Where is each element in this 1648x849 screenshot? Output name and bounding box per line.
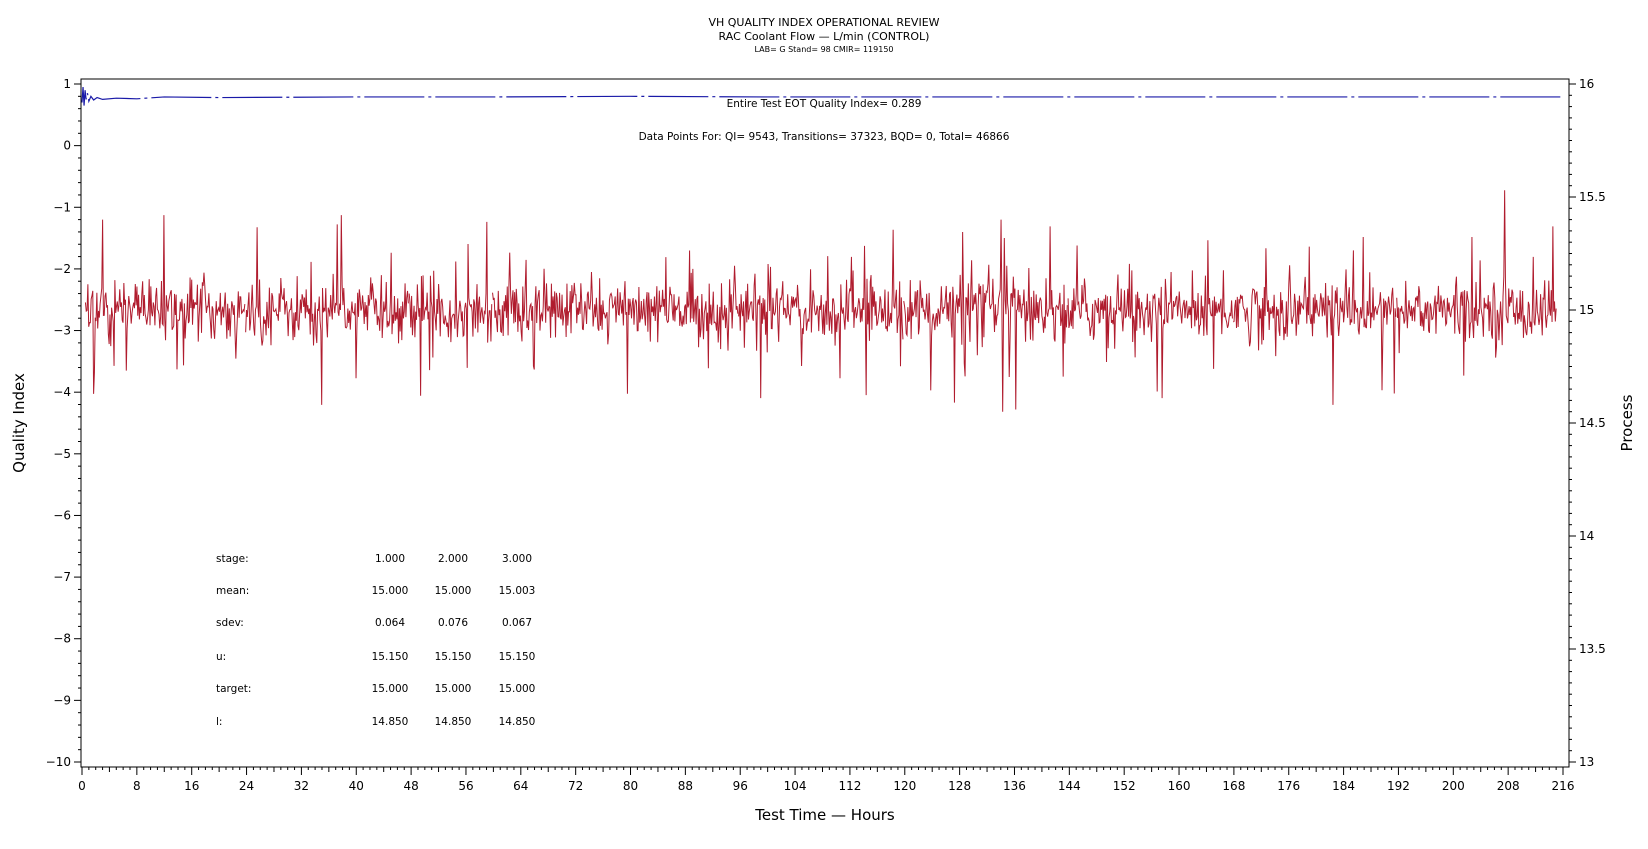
- process-trace: [1232, 237, 1397, 405]
- x-tick-label: 160: [1168, 779, 1191, 793]
- stats-row-label: stage:: [216, 553, 249, 565]
- chart-title: VH QUALITY INDEX OPERATIONAL REVIEW: [708, 16, 939, 29]
- x-tick-label: 32: [294, 779, 309, 793]
- chart-subtitle: RAC Coolant Flow — L/min (CONTROL): [719, 30, 930, 43]
- y-right-tick-label: 15.5: [1579, 190, 1606, 204]
- x-tick-label: 184: [1332, 779, 1355, 793]
- x-tick-label: 72: [568, 779, 583, 793]
- x-tick-label: 176: [1277, 779, 1300, 793]
- chart-subtitle-lab: LAB= G Stand= 98 CMIR= 119150: [754, 45, 893, 54]
- y-right-tick-label: 14.5: [1579, 416, 1606, 430]
- x-tick-label: 192: [1387, 779, 1410, 793]
- stats-cell: 14.850: [372, 716, 409, 728]
- y-left-tick-label: −8: [53, 632, 71, 646]
- y-left-tick-label: −2: [53, 262, 71, 276]
- x-tick-label: 112: [838, 779, 861, 793]
- x-tick-label: 120: [893, 779, 916, 793]
- y-left-tick-label: 0: [63, 139, 71, 153]
- x-tick-label: 200: [1442, 779, 1465, 793]
- y-axis-left-label: Quality Index: [10, 373, 28, 473]
- y-axis-left: 1 0 −1 −2 −3 −4 −5 −6 −7 −8 −9 −10: [46, 77, 81, 769]
- y-right-tick-label: 15: [1579, 303, 1594, 317]
- y-right-tick-label: 16: [1579, 77, 1594, 91]
- stats-cell: 14.850: [499, 716, 536, 728]
- stats-cell: 0.067: [502, 617, 532, 629]
- stats-cell: 1.000: [375, 553, 405, 565]
- stats-row-label: target:: [216, 683, 251, 695]
- stats-cell: 2.000: [438, 553, 468, 565]
- x-tick-label: 104: [784, 779, 807, 793]
- process-trace: [1396, 190, 1557, 376]
- stats-row-label: u:: [216, 651, 226, 663]
- y-left-tick-label: −5: [53, 447, 71, 461]
- x-tick-label: 208: [1497, 779, 1520, 793]
- y-left-tick-label: −3: [53, 324, 71, 338]
- x-tick-label: 144: [1058, 779, 1081, 793]
- y-left-tick-label: −4: [53, 385, 71, 399]
- stats-cell: 15.000: [435, 683, 472, 695]
- stats-cell: 15.000: [372, 683, 409, 695]
- process-trace: [408, 221, 493, 396]
- stats-cell: 15.150: [499, 651, 536, 663]
- stats-row-label: sdev:: [216, 617, 244, 629]
- process-trace: [1067, 240, 1233, 399]
- stats-cell: 14.850: [435, 716, 472, 728]
- x-tick-label: 152: [1113, 779, 1136, 793]
- data-points-annotation: Data Points For: QI= 9543, Transitions= …: [639, 131, 1010, 143]
- y-left-tick-label: −6: [53, 508, 71, 522]
- y-right-tick-label: 14: [1579, 529, 1594, 543]
- eot-quality-index-annotation: Entire Test EOT Quality Index= 0.289: [727, 98, 922, 110]
- x-tick-label: 80: [623, 779, 638, 793]
- process-trace: [84, 215, 246, 394]
- x-tick-label: 128: [948, 779, 971, 793]
- x-tick-label: 56: [458, 779, 473, 793]
- process-trace: [903, 219, 1068, 412]
- x-tick-label: 88: [678, 779, 693, 793]
- x-tick-label: 168: [1222, 779, 1245, 793]
- stats-cell: 15.150: [372, 651, 409, 663]
- process-trace: [245, 215, 409, 405]
- x-tick-label: 0: [78, 779, 86, 793]
- stats-table: stage: 1.000 2.000 3.000 mean: 15.000 15.000 15…: [216, 553, 535, 728]
- x-axis-label: Test Time — Hours: [754, 806, 895, 824]
- y-left-tick-label: −9: [53, 693, 71, 707]
- y-left-tick-label: −7: [53, 570, 71, 584]
- stats-cell: 15.003: [499, 585, 536, 597]
- y-axis-right: 16 15.5 15 14.5 14 13.5 13: [1569, 77, 1606, 769]
- stats-cell: 3.000: [502, 553, 532, 565]
- x-tick-label: 48: [403, 779, 418, 793]
- x-tick-label: 40: [349, 779, 364, 793]
- x-tick-label: 16: [184, 779, 199, 793]
- y-left-tick-label: −10: [46, 755, 71, 769]
- stats-cell: 15.000: [435, 585, 472, 597]
- quality-index-series: [81, 87, 1563, 106]
- process-series: [84, 190, 1557, 412]
- stats-cell: 15.000: [372, 585, 409, 597]
- process-trace: [492, 250, 739, 394]
- stats-cell: 0.076: [438, 617, 468, 629]
- plot-frame: [80, 78, 1570, 768]
- x-tick-label: 8: [133, 779, 141, 793]
- x-tick-label: 216: [1552, 779, 1575, 793]
- stats-cell: 15.150: [435, 651, 472, 663]
- stats-row-label: mean:: [216, 585, 249, 597]
- stats-cell: 15.000: [499, 683, 536, 695]
- x-tick-label: 136: [1003, 779, 1026, 793]
- x-tick-label: 24: [239, 779, 254, 793]
- y-axis-right-label: Process: [1618, 394, 1636, 451]
- x-tick-label: 64: [513, 779, 528, 793]
- x-axis: 0 8 16 24 32 40 48 56 64 72 80 88 96 104 112 120 128 136 1…: [78, 767, 1574, 793]
- y-left-tick-label: 1: [63, 77, 71, 91]
- y-left-tick-label: −1: [53, 200, 71, 214]
- stats-row-label: l:: [216, 716, 222, 728]
- quality-index-trace: [81, 87, 1563, 106]
- y-right-tick-label: 13: [1579, 755, 1594, 769]
- process-trace: [738, 229, 904, 399]
- y-right-tick-label: 13.5: [1579, 642, 1606, 656]
- x-tick-label: 96: [733, 779, 748, 793]
- stats-cell: 0.064: [375, 617, 405, 629]
